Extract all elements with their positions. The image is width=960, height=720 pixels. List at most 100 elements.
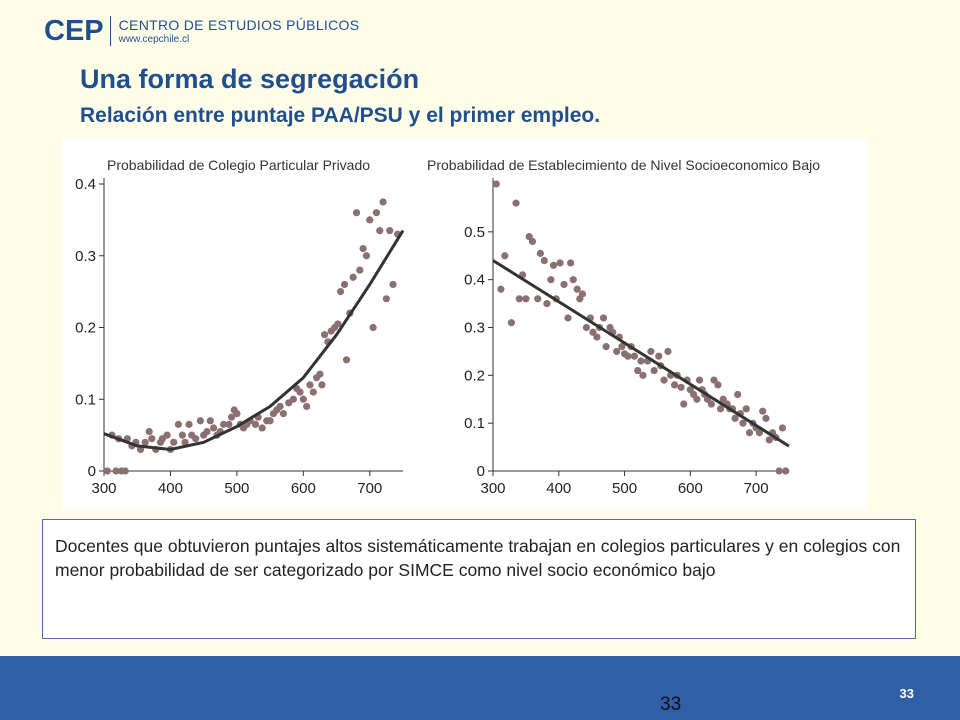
data-point — [251, 420, 260, 428]
data-point — [547, 276, 555, 284]
data-point — [148, 435, 156, 443]
x-tick-label: 700 — [744, 480, 769, 497]
data-point — [372, 209, 381, 217]
data-point — [637, 357, 645, 365]
y-tick-label: 0 — [477, 463, 485, 480]
data-point — [755, 429, 764, 437]
data-point — [567, 259, 575, 267]
data-point — [103, 467, 111, 475]
data-point — [670, 381, 679, 389]
x-tick-label: 400 — [546, 480, 571, 497]
data-point — [693, 395, 701, 403]
data-point — [599, 314, 608, 322]
data-point — [549, 261, 558, 269]
data-point — [734, 390, 742, 399]
data-point — [522, 295, 530, 303]
data-point — [382, 295, 390, 303]
data-point — [296, 388, 304, 396]
data-point — [762, 414, 770, 422]
chart-title: Probabilidad de Colegio Particular Priva… — [107, 157, 370, 173]
data-point — [336, 288, 345, 296]
data-point — [634, 366, 642, 375]
data-point — [340, 280, 349, 289]
data-point — [342, 356, 351, 364]
data-point — [203, 427, 211, 436]
data-point — [680, 400, 688, 408]
data-point — [170, 438, 178, 446]
x-tick-label: 600 — [678, 480, 703, 497]
data-point — [145, 427, 153, 436]
x-tick-label: 500 — [224, 480, 249, 497]
data-point — [534, 295, 542, 303]
data-point — [258, 424, 266, 432]
data-point — [289, 395, 297, 403]
data-point — [178, 431, 187, 439]
logo-url: www.cepchile.cl — [118, 33, 190, 45]
data-point — [306, 381, 314, 389]
data-point — [233, 410, 241, 418]
data-point — [655, 352, 663, 360]
data-point — [369, 323, 377, 332]
data-point — [564, 314, 572, 322]
data-point — [309, 388, 317, 396]
data-point — [376, 227, 384, 235]
data-point — [618, 343, 626, 351]
y-tick-label: 0.3 — [464, 320, 485, 337]
data-point — [318, 381, 326, 389]
data-point — [630, 352, 639, 360]
data-point — [765, 436, 773, 444]
data-point — [492, 180, 500, 188]
data-point — [624, 352, 632, 360]
charts-svg: Probabilidad de Colegio Particular Priva… — [75, 157, 820, 497]
data-point — [719, 395, 727, 403]
data-point — [556, 259, 564, 267]
page-number-large: 33 — [660, 694, 682, 715]
fit-line — [492, 259, 790, 448]
note-box: Docentes que obtuvieron puntajes altos s… — [42, 519, 916, 639]
data-point — [745, 429, 754, 437]
data-point — [782, 467, 790, 475]
data-point — [227, 413, 236, 421]
y-tick-label: 0.5 — [464, 224, 485, 241]
data-point — [528, 237, 537, 245]
data-point — [602, 343, 610, 351]
y-tick-label: 0.1 — [464, 415, 485, 432]
data-point — [578, 290, 587, 298]
data-point — [560, 280, 568, 289]
data-point — [276, 402, 284, 411]
footer-bar: 33 33 — [0, 656, 960, 720]
data-point — [759, 407, 767, 415]
fit-line — [103, 229, 405, 452]
data-point — [220, 420, 228, 428]
data-point — [266, 417, 274, 425]
data-point — [192, 435, 200, 443]
data-point — [174, 420, 183, 428]
data-point — [778, 424, 787, 432]
y-tick-label: 0.1 — [75, 391, 96, 408]
data-point — [379, 198, 387, 206]
cep-logo: CEP CENTRO DE ESTUDIOS PÚBLICOS www.cepc… — [44, 14, 359, 48]
data-point — [739, 419, 747, 427]
data-point — [497, 285, 505, 293]
slide-title: Una forma de segregación — [80, 64, 420, 94]
chart-title: Probabilidad de Establecimiento de Nivel… — [427, 157, 820, 173]
y-tick-label: 0 — [88, 463, 96, 480]
data-point — [664, 347, 672, 356]
x-tick-label: 500 — [612, 480, 637, 497]
data-point — [650, 366, 658, 375]
data-point — [121, 467, 129, 475]
data-point — [677, 383, 685, 391]
data-point — [507, 319, 516, 327]
data-point — [356, 266, 364, 274]
data-point — [334, 320, 342, 328]
data-point — [366, 216, 374, 224]
note-text: Docentes que obtuvieron puntajes altos s… — [55, 536, 901, 580]
data-point — [731, 414, 739, 422]
logo-divider — [109, 16, 111, 46]
x-tick-label: 300 — [480, 480, 505, 497]
data-point — [543, 299, 551, 308]
y-tick-label: 0.2 — [464, 367, 485, 384]
data-point — [716, 405, 725, 413]
data-point — [225, 420, 233, 428]
data-point — [501, 252, 509, 260]
